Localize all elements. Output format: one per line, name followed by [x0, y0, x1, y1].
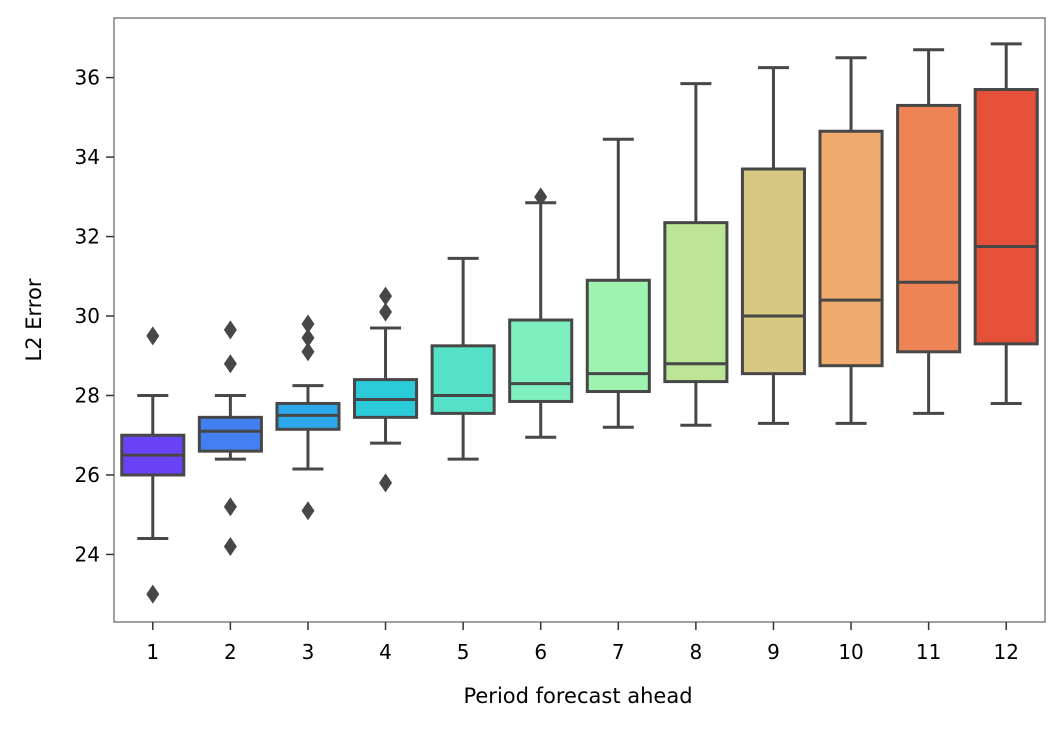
x-tick-label: 7 — [612, 640, 625, 664]
outlier-point — [223, 497, 237, 517]
x-tick-label: 9 — [767, 640, 780, 664]
x-tick-label: 2 — [224, 640, 237, 664]
x-tick-label: 8 — [690, 640, 703, 664]
iqr-box — [818, 129, 884, 368]
outlier-point — [223, 537, 237, 556]
box-7 — [585, 137, 651, 429]
box-2 — [197, 320, 263, 556]
x-tick-label: 6 — [534, 640, 547, 664]
box-6 — [508, 187, 574, 439]
plot-area — [120, 42, 1039, 604]
outlier-point — [146, 584, 160, 604]
x-axis-label: Period forecast ahead — [463, 684, 692, 708]
iqr-box — [197, 415, 263, 453]
box-4 — [353, 286, 419, 493]
box-1 — [120, 326, 186, 604]
iqr-box — [430, 344, 496, 415]
iqr-box — [740, 167, 806, 376]
outlier-point — [301, 501, 315, 521]
outlier-point — [301, 314, 315, 334]
y-tick-label: 36 — [75, 66, 100, 90]
outlier-point — [301, 342, 315, 362]
outlier-point — [146, 326, 160, 346]
x-tick-label: 10 — [838, 640, 863, 664]
y-tick-label: 24 — [75, 542, 100, 566]
x-tick-label: 1 — [146, 640, 159, 664]
outlier-point — [223, 320, 237, 340]
box-9 — [740, 66, 806, 425]
x-tick-label: 11 — [916, 640, 941, 664]
iqr-box — [973, 88, 1039, 346]
outlier-point — [223, 354, 237, 374]
x-tick-label: 3 — [302, 640, 315, 664]
box-3 — [275, 314, 341, 521]
x-tick-label: 12 — [993, 640, 1018, 664]
iqr-box — [663, 221, 729, 384]
y-axis-label: L2 Error — [22, 278, 46, 361]
outlier-point — [379, 302, 393, 322]
box-12 — [973, 42, 1039, 405]
outlier-point — [379, 286, 393, 306]
y-tick-label: 30 — [75, 304, 100, 328]
box-11 — [896, 48, 962, 415]
outlier-point — [534, 187, 548, 207]
outlier-point — [301, 328, 315, 348]
outlier-point — [379, 473, 393, 493]
plot-frame — [113, 17, 1046, 623]
y-tick-label: 32 — [75, 225, 100, 249]
iqr-box — [896, 103, 962, 354]
y-tick-label: 34 — [75, 145, 100, 169]
x-tick-label: 4 — [379, 640, 392, 664]
y-tick-label: 28 — [75, 384, 100, 408]
y-tick-label: 26 — [75, 463, 100, 487]
box-5 — [430, 256, 496, 461]
iqr-box — [508, 318, 574, 403]
box-10 — [818, 56, 884, 425]
box-8 — [663, 82, 729, 427]
x-tick-label: 5 — [457, 640, 470, 664]
